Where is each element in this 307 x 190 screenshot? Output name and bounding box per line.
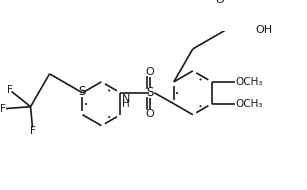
Text: H: H — [122, 99, 130, 109]
Text: O: O — [146, 67, 154, 77]
Text: O: O — [146, 109, 154, 119]
Text: S: S — [78, 85, 86, 98]
Text: F: F — [7, 85, 13, 94]
Text: N: N — [122, 94, 130, 104]
Text: OH: OH — [255, 25, 272, 35]
Text: F: F — [0, 104, 6, 114]
Text: F: F — [29, 126, 35, 136]
Text: OCH₃: OCH₃ — [235, 77, 263, 87]
Text: O: O — [216, 0, 224, 5]
Text: OCH₃: OCH₃ — [235, 99, 263, 109]
Text: S: S — [147, 86, 154, 99]
